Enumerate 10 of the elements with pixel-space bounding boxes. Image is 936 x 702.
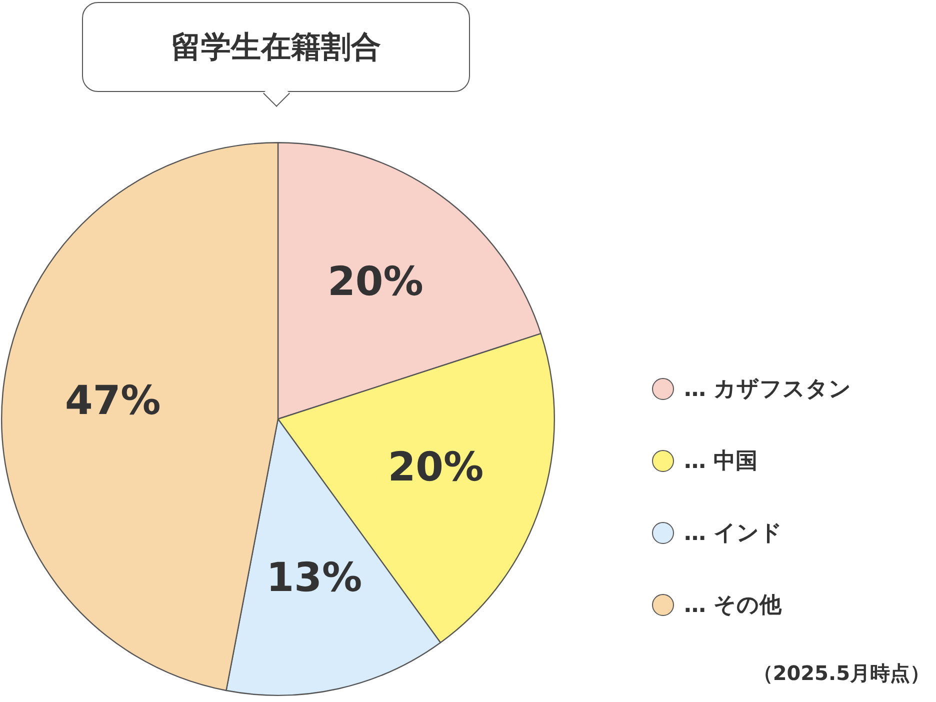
legend-label: … インド (684, 520, 783, 548)
legend-label: … その他 (684, 592, 782, 620)
data-label: 20% (388, 444, 484, 491)
legend-label: … 中国 (684, 448, 758, 476)
data-label: 13% (266, 555, 362, 602)
chart-title: 留学生在籍割合 (82, 2, 470, 92)
text: （2025.5月時点） (752, 660, 930, 687)
legend-label: … カザフスタン (684, 376, 852, 404)
data-label: 20% (328, 259, 424, 306)
data-label: 47% (65, 378, 161, 424)
